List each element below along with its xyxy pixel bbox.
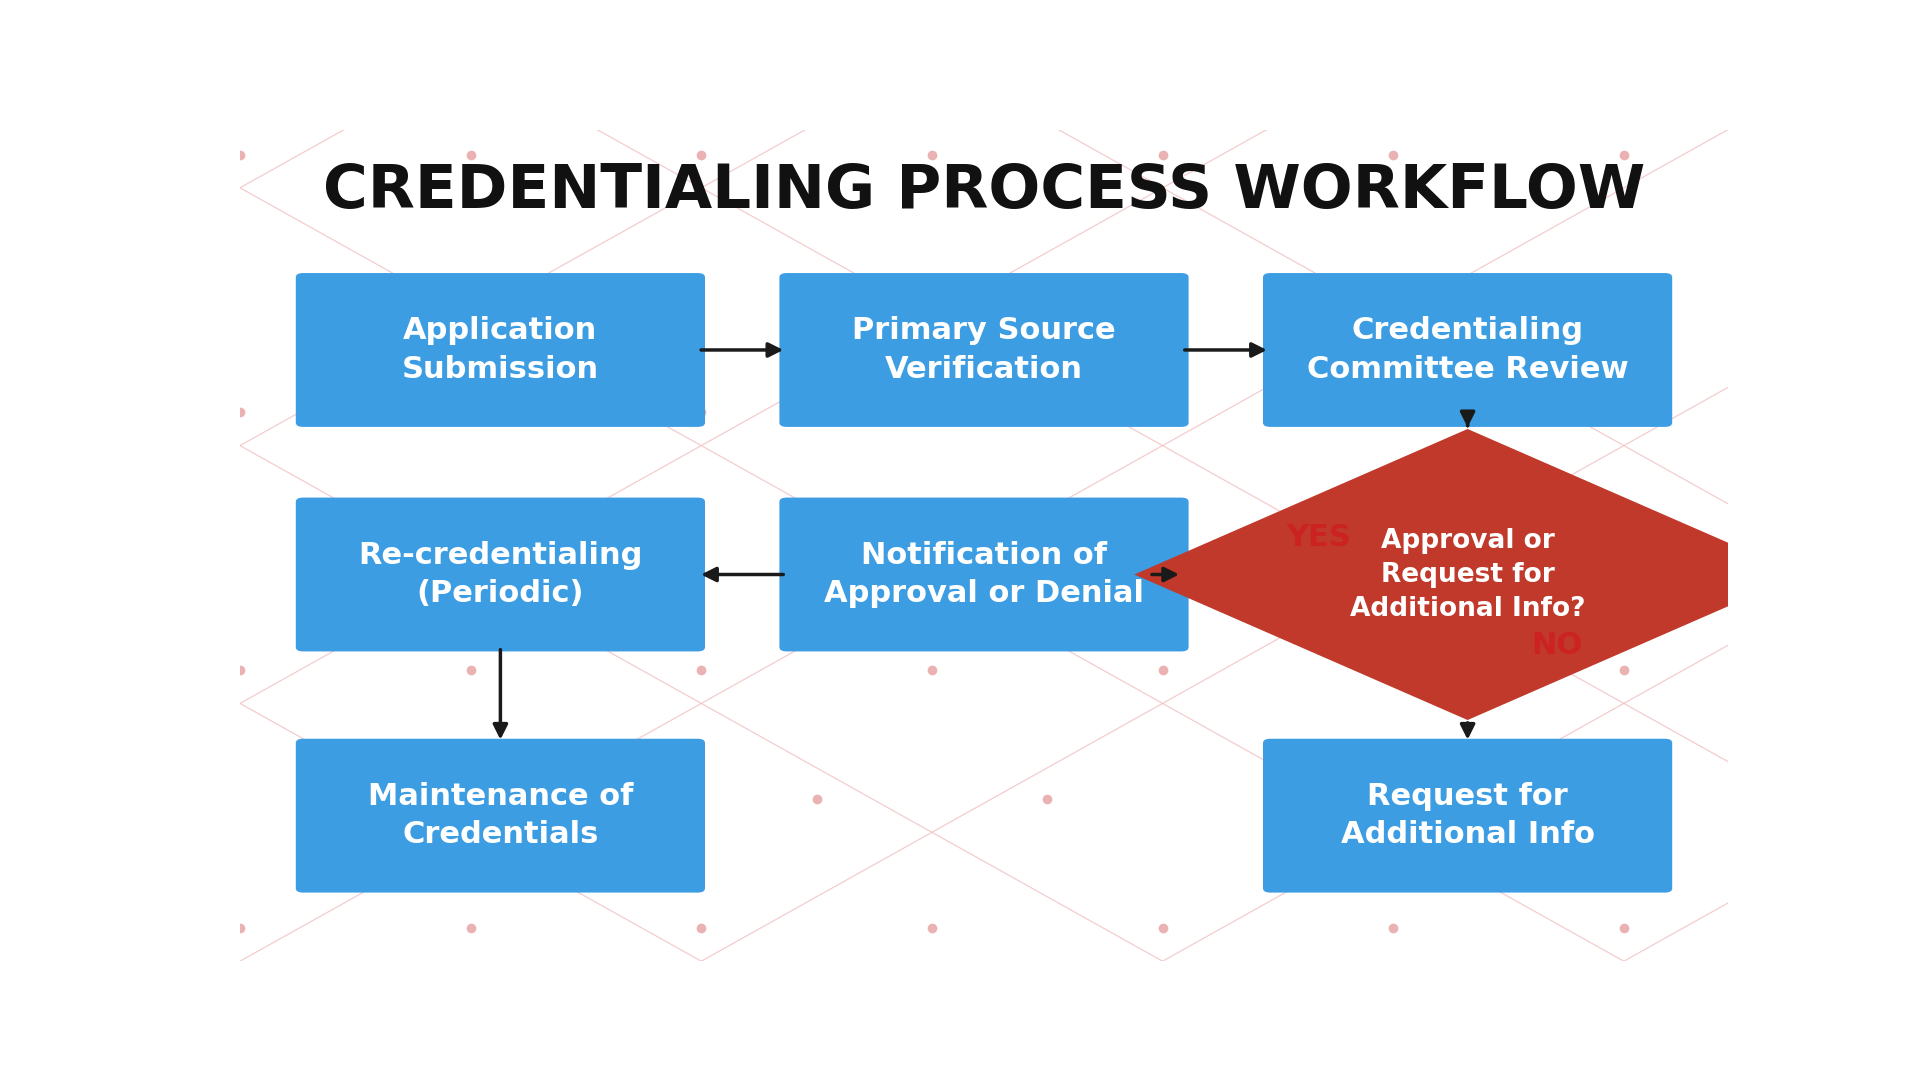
Polygon shape [1135,429,1801,720]
Text: YES: YES [1286,523,1352,552]
Text: NO: NO [1532,631,1582,660]
FancyBboxPatch shape [780,273,1188,427]
FancyBboxPatch shape [296,498,705,651]
Text: Re-credentialing
(Periodic): Re-credentialing (Periodic) [359,541,643,608]
FancyBboxPatch shape [296,739,705,892]
FancyBboxPatch shape [296,273,705,427]
FancyBboxPatch shape [1263,273,1672,427]
Text: Request for
Additional Info: Request for Additional Info [1340,782,1596,849]
FancyBboxPatch shape [1263,739,1672,892]
Text: Notification of
Approval or Denial: Notification of Approval or Denial [824,541,1144,608]
FancyBboxPatch shape [780,498,1188,651]
Text: Application
Submission: Application Submission [401,316,599,383]
Text: Primary Source
Verification: Primary Source Verification [852,316,1116,383]
Text: Credentialing
Committee Review: Credentialing Committee Review [1308,316,1628,383]
Text: Maintenance of
Credentials: Maintenance of Credentials [369,782,634,849]
Text: CREDENTIALING PROCESS WORKFLOW: CREDENTIALING PROCESS WORKFLOW [323,162,1645,221]
Text: Approval or
Request for
Additional Info?: Approval or Request for Additional Info? [1350,527,1586,621]
